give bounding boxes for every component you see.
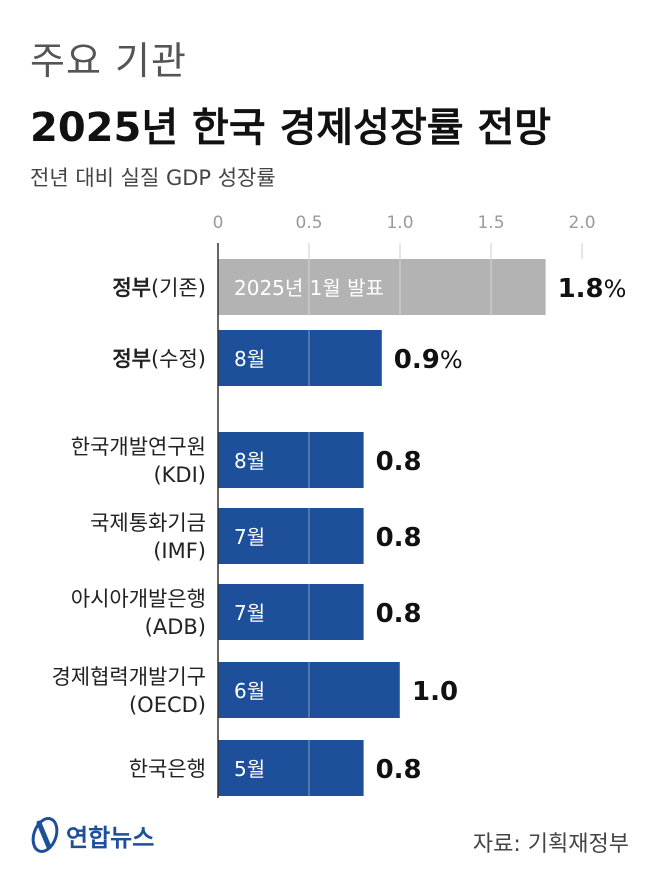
bar <box>218 740 364 796</box>
bar-inner-label: 7월 <box>234 601 265 625</box>
row-label-paren: (기존) <box>151 276 206 300</box>
bar <box>218 584 364 640</box>
value-number: 1.0 <box>412 677 458 707</box>
value-label: 0.8 <box>376 447 422 477</box>
bar-inner-label: 7월 <box>234 525 265 549</box>
row-label: 한국개발연구원 <box>71 435 206 459</box>
x-tick-label: 1.0 <box>386 213 413 233</box>
bar <box>218 432 364 488</box>
row-label: 경제협력개발기구 <box>51 665 206 689</box>
source-note: 자료: 기획재정부 <box>472 832 629 857</box>
row-label: 정부(수정) <box>112 347 206 371</box>
x-tick-label: 1.5 <box>477 213 504 233</box>
row-label: 아시아개발은행 <box>71 587 206 611</box>
value-number: 0.8 <box>376 755 422 785</box>
value-label: 0.9% <box>394 345 463 375</box>
bar-inner-label: 8월 <box>234 347 265 371</box>
row-label-sub: (IMF) <box>153 539 206 563</box>
yonhap-logo-icon <box>31 817 59 853</box>
x-tick-label: 0 <box>213 213 224 233</box>
logo-text: 연합뉴스 <box>66 823 155 852</box>
row-label-sub: (ADB) <box>145 615 206 639</box>
value-label: 0.8 <box>376 523 422 553</box>
bar <box>218 508 364 564</box>
value-unit: % <box>440 346 463 374</box>
bar-inner-label: 8월 <box>234 449 265 473</box>
bar <box>218 662 400 718</box>
bar <box>218 330 382 386</box>
x-tick-label: 2.0 <box>568 213 595 233</box>
x-tick-label: 0.5 <box>295 213 322 233</box>
row-label: 정부(기존) <box>112 276 206 300</box>
logo: 연합뉴스 <box>30 815 154 855</box>
row-label-paren: (수정) <box>151 347 206 371</box>
kicker: 주요 기관 <box>30 39 187 83</box>
bar <box>218 259 546 315</box>
value-unit: % <box>604 275 627 303</box>
value-number: 0.9 <box>394 345 440 375</box>
value-number: 0.8 <box>376 523 422 553</box>
row-label-paren: 한국은행 <box>129 757 206 781</box>
value-label: 0.8 <box>376 599 422 629</box>
chart-subtitle: 전년 대비 실질 GDP 성장률 <box>30 166 276 190</box>
row-label-bold: 정부 <box>112 276 151 300</box>
value-number: 1.8 <box>558 274 604 304</box>
row-label: 국제통화기금 <box>90 511 206 535</box>
value-label: 0.8 <box>376 755 422 785</box>
row-label-bold: 정부 <box>112 347 151 371</box>
row-label-sub: (OECD) <box>129 693 206 717</box>
value-number: 0.8 <box>376 447 422 477</box>
value-label: 1.8% <box>558 274 627 304</box>
row-label: 한국은행 <box>129 757 206 781</box>
bar-inner-label: 2025년 1월 발표 <box>234 276 384 300</box>
bar-inner-label: 5월 <box>234 757 265 781</box>
row-label-sub: (KDI) <box>153 463 206 487</box>
chart-title: 2025년 한국 경제성장률 전망 <box>30 105 552 151</box>
value-number: 0.8 <box>376 599 422 629</box>
bar-inner-label: 6월 <box>234 679 265 703</box>
value-label: 1.0 <box>412 677 458 707</box>
